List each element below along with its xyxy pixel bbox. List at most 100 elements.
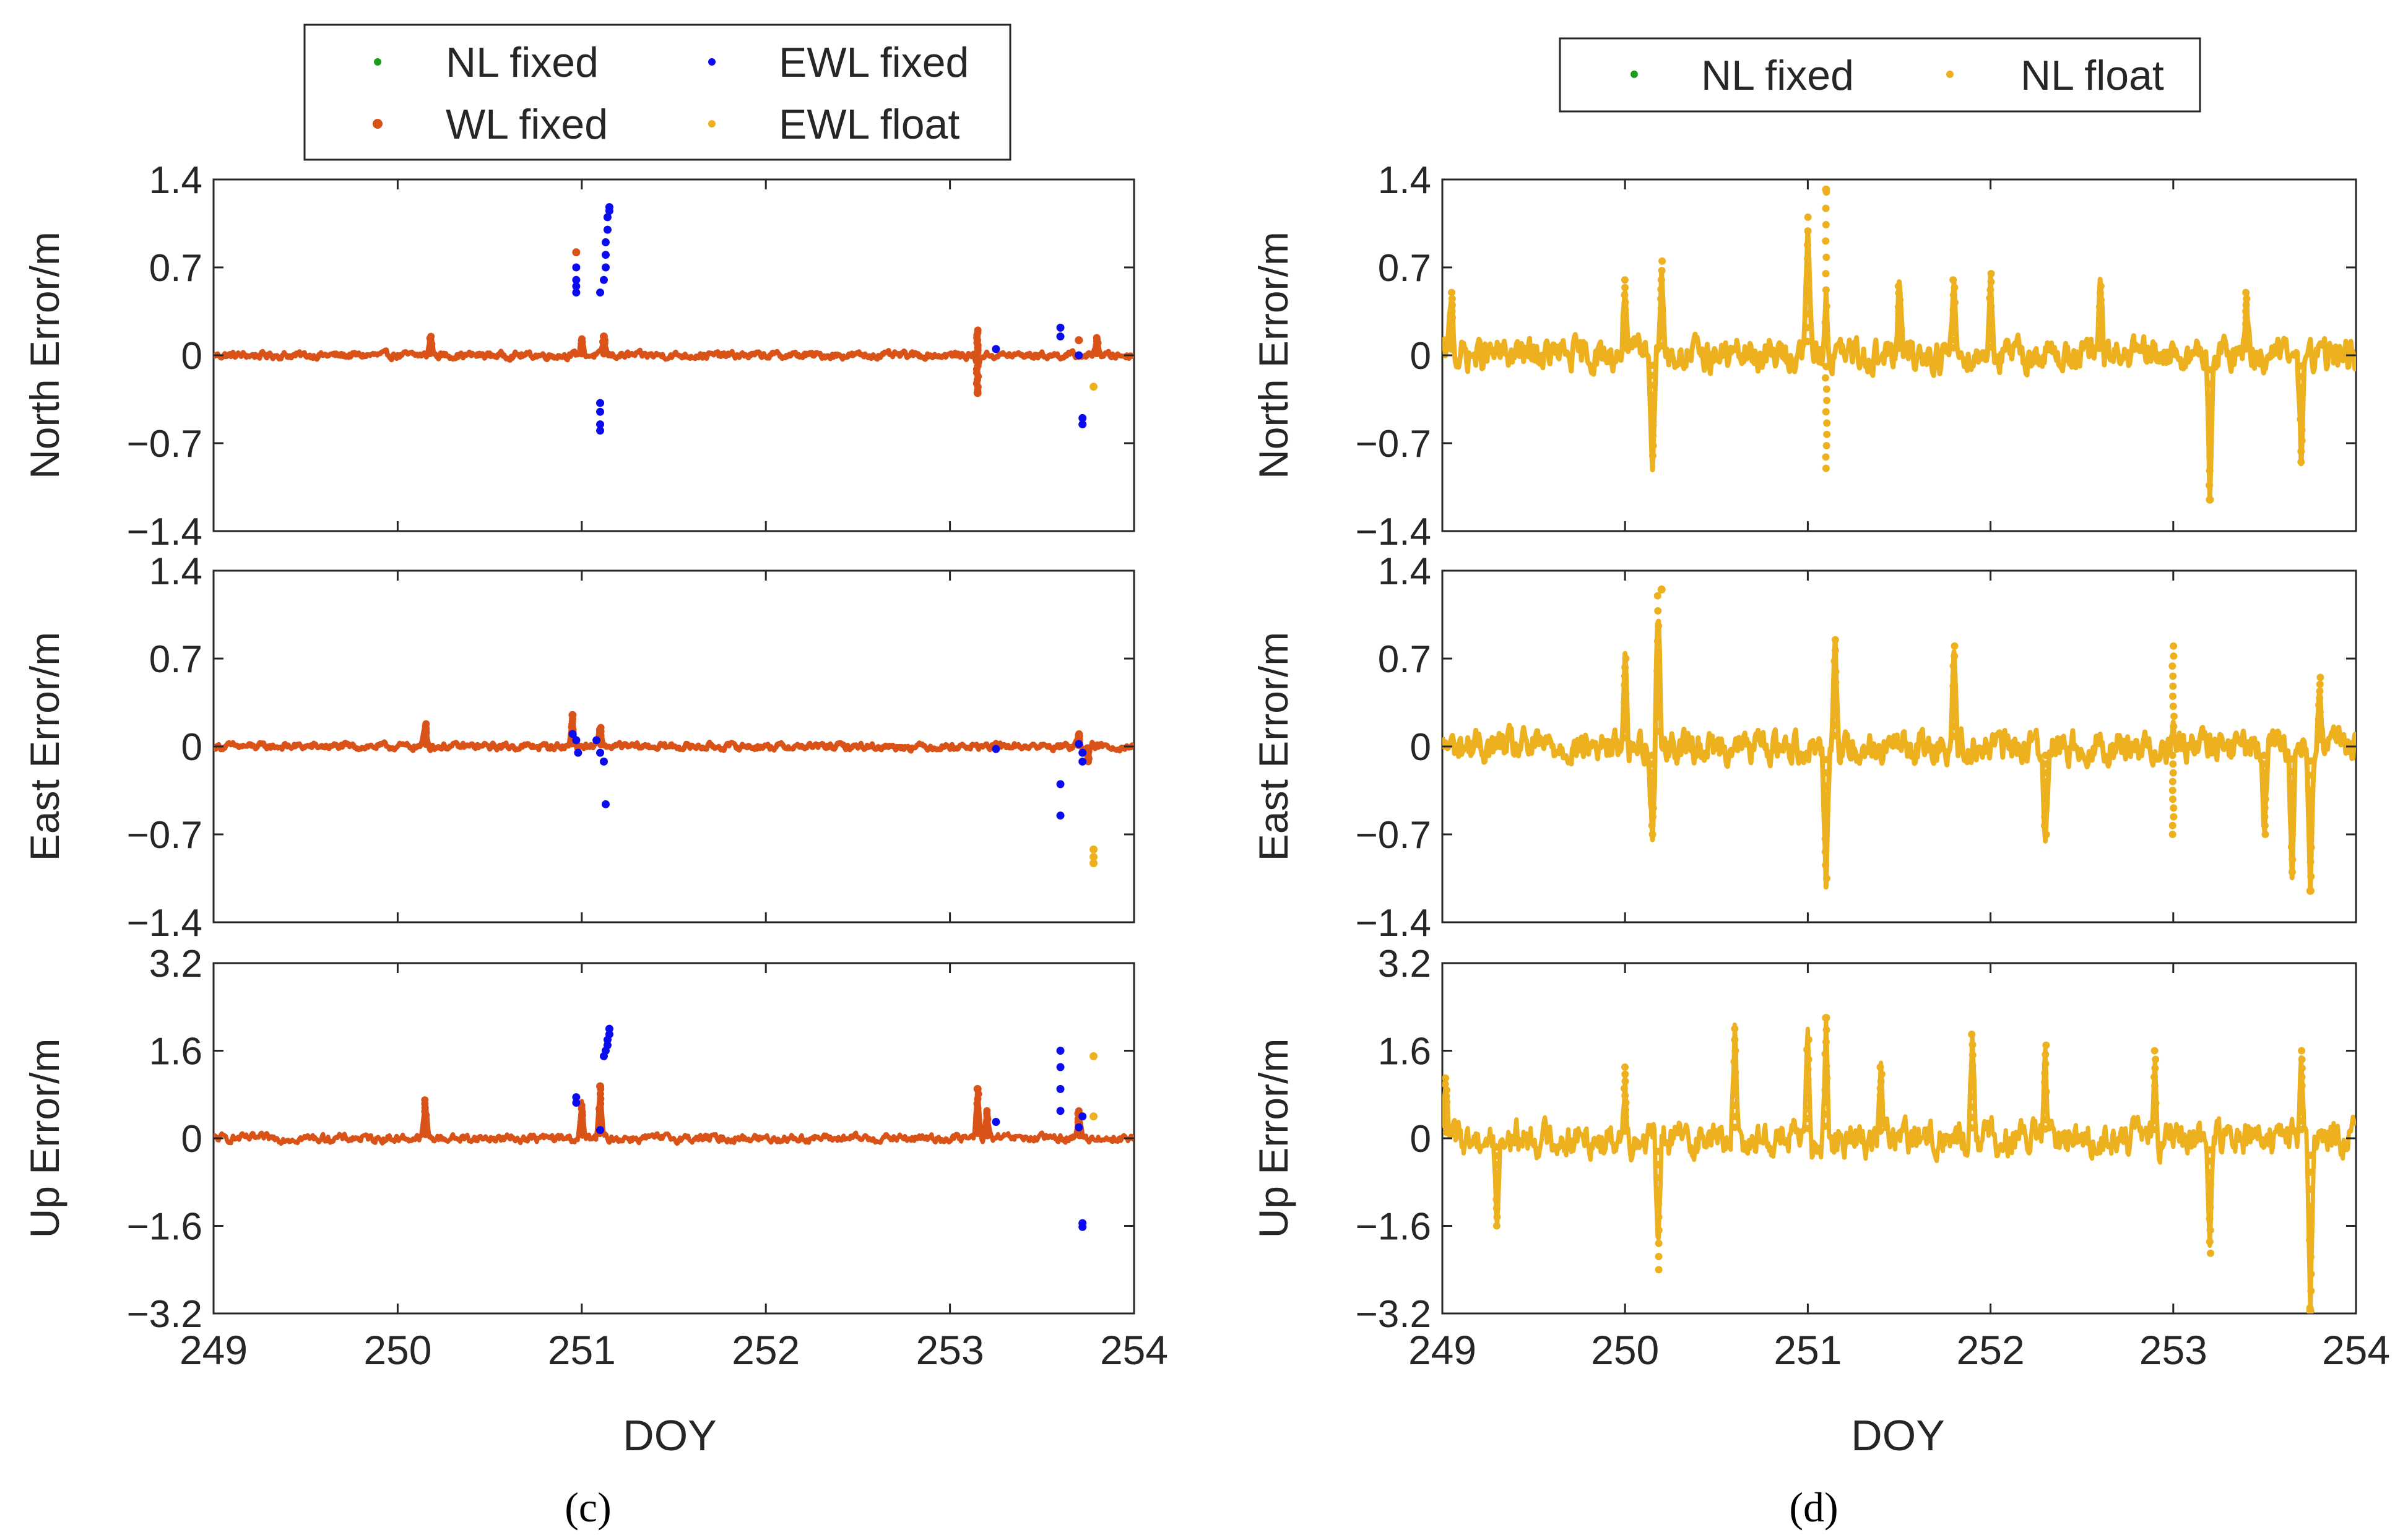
x-tick-label: 251 bbox=[1774, 1327, 1842, 1373]
spike-point bbox=[1822, 795, 1830, 803]
spike-point bbox=[1822, 769, 1830, 777]
y-tick-label: 1.6 bbox=[1378, 1031, 1431, 1073]
spike-point bbox=[1951, 298, 1959, 306]
spike-point bbox=[2298, 436, 2306, 444]
spike-point bbox=[1653, 667, 1661, 675]
y-tick-label: 0 bbox=[1410, 726, 1431, 769]
spike-point bbox=[2306, 1185, 2315, 1193]
spike-point bbox=[2305, 1202, 2313, 1210]
spike-point bbox=[1648, 751, 1656, 759]
spike-point bbox=[1803, 324, 1811, 332]
data-layer bbox=[214, 203, 1134, 435]
spike-point bbox=[2316, 735, 2324, 743]
spike-point bbox=[1620, 1084, 1628, 1092]
spike-point bbox=[1822, 821, 1830, 829]
y-axis-label: East Error/m bbox=[22, 632, 67, 861]
data-layer bbox=[214, 711, 1134, 868]
point-ewl-fixed bbox=[601, 251, 610, 259]
spike-point bbox=[1830, 732, 1838, 740]
spike-point bbox=[2041, 795, 2049, 803]
spike-point bbox=[2316, 687, 2324, 695]
spike-point bbox=[1968, 1092, 1976, 1101]
spike-point bbox=[2297, 458, 2305, 466]
spike-point bbox=[1649, 431, 1657, 439]
spike-point bbox=[2170, 652, 2178, 660]
spike-point bbox=[1949, 276, 1957, 284]
spike-point bbox=[2150, 1091, 2159, 1099]
spike-point bbox=[2307, 1287, 2315, 1295]
spike-point bbox=[1447, 320, 1455, 328]
spike-point bbox=[1822, 270, 1830, 278]
spike-point bbox=[2298, 1055, 2306, 1063]
spike-point bbox=[1448, 288, 1456, 296]
spike-point bbox=[1648, 381, 1657, 389]
point-wl-fixed bbox=[973, 1084, 982, 1093]
spike-point bbox=[1493, 1213, 1501, 1221]
spike-point bbox=[1655, 1266, 1663, 1274]
spike-point bbox=[1731, 1079, 1739, 1088]
point-ewl-fixed bbox=[599, 275, 608, 284]
spike-point bbox=[1493, 1152, 1501, 1160]
spike-point bbox=[1649, 402, 1657, 410]
point-nl-float bbox=[1822, 1013, 1830, 1022]
spike-point bbox=[2243, 326, 2251, 334]
point-wl-fixed bbox=[596, 727, 605, 736]
point-ewl-fixed bbox=[574, 748, 583, 757]
spike-point bbox=[1895, 337, 1903, 345]
spike-point bbox=[1987, 278, 1995, 286]
spike-point bbox=[1894, 282, 1902, 290]
spike-point bbox=[2150, 1125, 2158, 1133]
spike-point bbox=[427, 332, 435, 340]
spike-point bbox=[1442, 1080, 1449, 1088]
x-tick-label: 249 bbox=[180, 1327, 248, 1373]
spike-point bbox=[1621, 1127, 1629, 1135]
legend-marker-ewl-float bbox=[708, 120, 716, 128]
spike-point bbox=[2261, 795, 2269, 803]
spike-point bbox=[2206, 1238, 2214, 1246]
spike-point bbox=[1648, 787, 1657, 794]
spike-point bbox=[2042, 1050, 2050, 1058]
spike-point bbox=[1803, 310, 1811, 318]
spike-point bbox=[1653, 592, 1661, 600]
spike-point bbox=[1648, 831, 1657, 838]
spike-point bbox=[1649, 422, 1657, 430]
spike-point bbox=[2206, 1249, 2214, 1257]
spike-point bbox=[1876, 1063, 1884, 1071]
point-ewl-fixed bbox=[1075, 351, 1083, 360]
spike-point bbox=[2306, 829, 2315, 837]
spike-point bbox=[1831, 636, 1839, 644]
spike-point bbox=[1621, 681, 1629, 689]
spike-point bbox=[2206, 438, 2214, 446]
point-ewl-fixed bbox=[572, 275, 581, 284]
point-ewl-fixed bbox=[592, 736, 601, 745]
point-nl-float bbox=[1822, 185, 1830, 194]
spike-point bbox=[1655, 1226, 1663, 1234]
spike-point bbox=[1949, 291, 1957, 299]
spike-point bbox=[1821, 1050, 1829, 1058]
spike-point bbox=[2289, 780, 2297, 788]
spike-point bbox=[1876, 1127, 1884, 1135]
point-ewl-fixed bbox=[596, 407, 605, 416]
spike-point bbox=[1621, 283, 1629, 292]
spike-point bbox=[2169, 672, 2177, 680]
spike-point bbox=[1621, 321, 1629, 329]
spike-point bbox=[2206, 1192, 2214, 1200]
x-tick-label: 253 bbox=[2139, 1327, 2207, 1373]
spike-point bbox=[1821, 374, 1829, 382]
spike-point bbox=[1968, 1114, 1976, 1122]
spike-point bbox=[2297, 394, 2305, 402]
x-axis-label-c: DOY bbox=[623, 1411, 717, 1460]
spike-point bbox=[2242, 288, 2250, 296]
spike-point bbox=[1648, 452, 1657, 460]
spike-point bbox=[2306, 858, 2315, 866]
point-ewl-fixed bbox=[596, 399, 605, 407]
spike-point bbox=[1950, 722, 1958, 730]
spike-point bbox=[1093, 334, 1101, 342]
spike-point bbox=[2287, 843, 2295, 851]
spike-point bbox=[974, 326, 982, 334]
spike-point bbox=[2206, 423, 2214, 431]
spike-point bbox=[2243, 295, 2251, 303]
point-ewl-float bbox=[1089, 383, 1098, 391]
spike-point bbox=[1823, 430, 1831, 438]
spike-point bbox=[1442, 1122, 1450, 1130]
